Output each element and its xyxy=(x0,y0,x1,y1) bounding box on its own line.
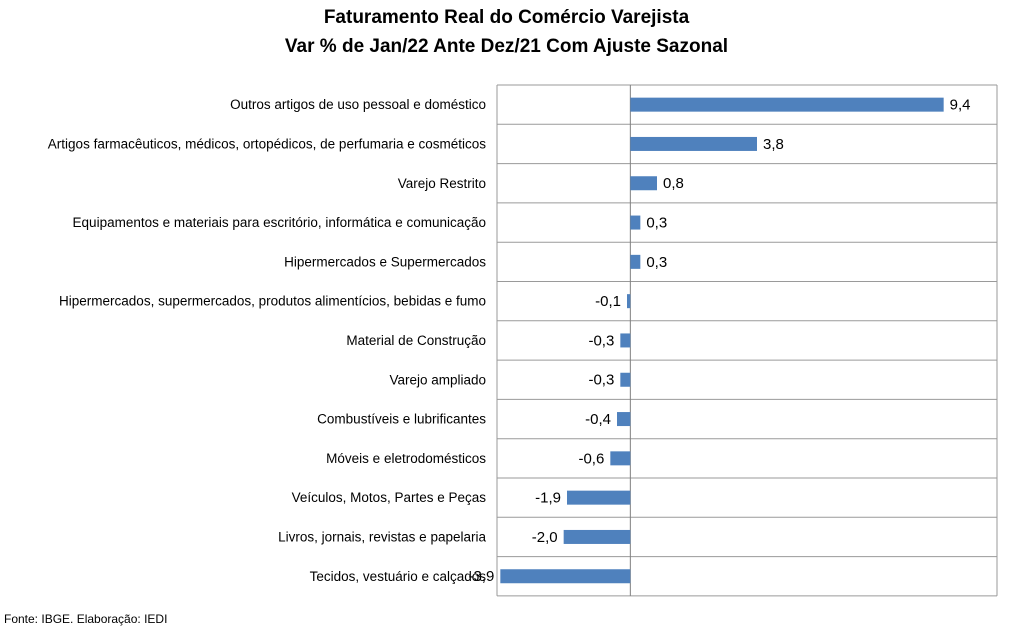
bar xyxy=(563,529,631,544)
category-label: Outros artigos de uso pessoal e doméstic… xyxy=(230,97,486,112)
value-label: 0,3 xyxy=(646,215,667,232)
source-note: Fonte: IBGE. Elaboração: IEDI xyxy=(4,612,168,626)
value-label: -3,9 xyxy=(468,568,494,585)
bar xyxy=(630,215,641,230)
category-label: Material de Construção xyxy=(346,333,486,348)
bar xyxy=(627,294,631,309)
category-label: Combustíveis e lubrificantes xyxy=(317,412,486,427)
category-label: Tecidos, vestuário e calçados xyxy=(310,569,487,584)
value-label: 9,4 xyxy=(950,97,971,114)
category-label: Artigos farmacêuticos, médicos, ortopédi… xyxy=(48,137,486,152)
bar xyxy=(630,254,641,269)
value-label: -0,3 xyxy=(588,372,614,389)
value-label: 0,8 xyxy=(663,175,684,192)
value-label: -0,1 xyxy=(595,293,621,310)
category-label: Varejo Restrito xyxy=(398,176,486,191)
chart-subtitle: Var % de Jan/22 Ante Dez/21 Com Ajuste S… xyxy=(284,36,729,57)
bar xyxy=(567,490,631,505)
grid xyxy=(496,84,998,597)
bar xyxy=(617,412,631,427)
chart-title: Faturamento Real do Comércio Varejista xyxy=(323,7,690,28)
value-label: -1,9 xyxy=(535,490,561,507)
category-label: Hipermercados e Supermercados xyxy=(284,254,486,269)
bar xyxy=(620,333,631,348)
category-label: Hipermercados, supermercados, produtos a… xyxy=(59,294,486,309)
value-label: -0,4 xyxy=(585,411,611,428)
value-label: -2,0 xyxy=(532,529,558,546)
category-label: Equipamentos e materiais para escritório… xyxy=(73,215,486,230)
category-label: Móveis e eletrodomésticos xyxy=(326,451,486,466)
bar xyxy=(630,176,657,191)
labels: Outros artigos de uso pessoal e doméstic… xyxy=(48,97,971,586)
value-label: -0,3 xyxy=(588,332,614,349)
value-label: -0,6 xyxy=(578,450,604,467)
value-label: 3,8 xyxy=(763,136,784,153)
bar xyxy=(620,372,631,387)
category-label: Varejo ampliado xyxy=(389,372,486,387)
bar xyxy=(500,569,631,584)
bar xyxy=(630,97,944,112)
category-label: Livros, jornais, revistas e papelaria xyxy=(278,530,486,545)
bars xyxy=(500,97,944,584)
bar xyxy=(610,451,631,466)
bar xyxy=(630,136,757,151)
category-label: Veículos, Motos, Partes e Peças xyxy=(292,490,487,505)
value-label: 0,3 xyxy=(646,254,667,271)
